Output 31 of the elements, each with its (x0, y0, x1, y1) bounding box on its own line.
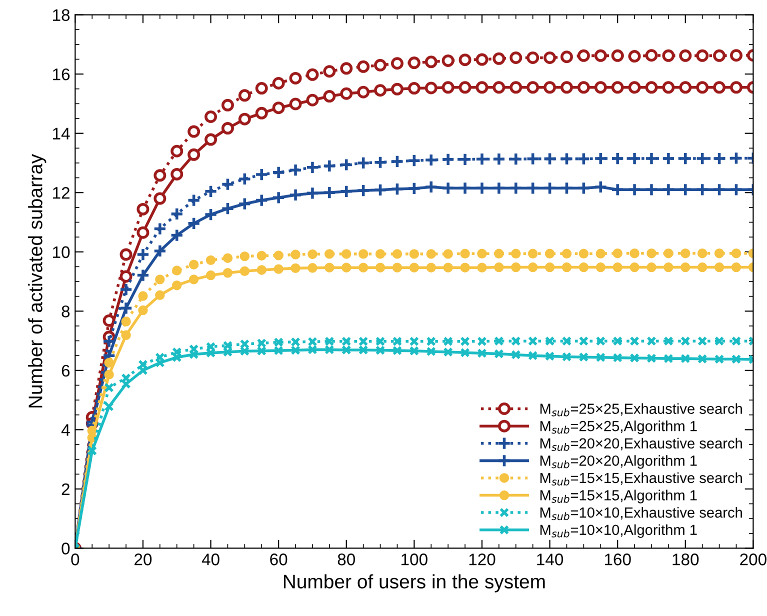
x-tick-label: 80 (338, 554, 355, 566)
x-tick-label: 140 (537, 554, 564, 566)
y-tick-label: 18 (53, 9, 70, 21)
x-tick-label: 0 (71, 554, 80, 566)
y-tick-label: 0 (62, 542, 70, 554)
legend-label: M$_{sub}$=15×15,Exhaustive search (540, 472, 742, 486)
y-tick-label: 14 (53, 128, 70, 140)
legend-label: M$_{sub}$=25×25,Exhaustive search (540, 403, 742, 416)
legend-label: M$_{sub}$=10×10,Exhaustive search (540, 507, 742, 520)
y-tick-label: 10 (53, 246, 70, 258)
y-tick-label: 4 (61, 424, 70, 436)
x-tick-label: 160 (604, 554, 631, 566)
legend-label: M$_{sub}$=25×25,Algorithm 1 (540, 420, 697, 434)
x-tick-label: 60 (270, 554, 288, 566)
x-tick-label: 20 (134, 554, 152, 566)
x-tick-label: 100 (402, 554, 428, 566)
x-tick-label: 40 (202, 554, 220, 566)
legend-label: M$_{sub}$=15×15,Algorithm 1 (540, 490, 697, 504)
x-axis-title: Number of users in the system (284, 574, 545, 592)
y-tick-label: 8 (62, 306, 70, 318)
x-tick-label: 120 (469, 554, 496, 566)
y-tick-label: 16 (53, 68, 70, 80)
legend-label: M$_{sub}$=10×10,Algorithm 1 (540, 524, 697, 538)
y-tick-label: 12 (53, 187, 70, 199)
y-tick-label: 2 (62, 483, 70, 496)
legend-label: M$_{sub}$=20×20,Exhaustive search (540, 438, 742, 451)
x-tick-label: 180 (672, 554, 699, 566)
y-axis-title: Number of activated subarray (28, 154, 46, 408)
legend-label: M$_{sub}$=20×20,Algorithm 1 (540, 455, 697, 469)
x-tick-label: 200 (740, 554, 766, 566)
y-tick-label: 6 (62, 364, 70, 377)
